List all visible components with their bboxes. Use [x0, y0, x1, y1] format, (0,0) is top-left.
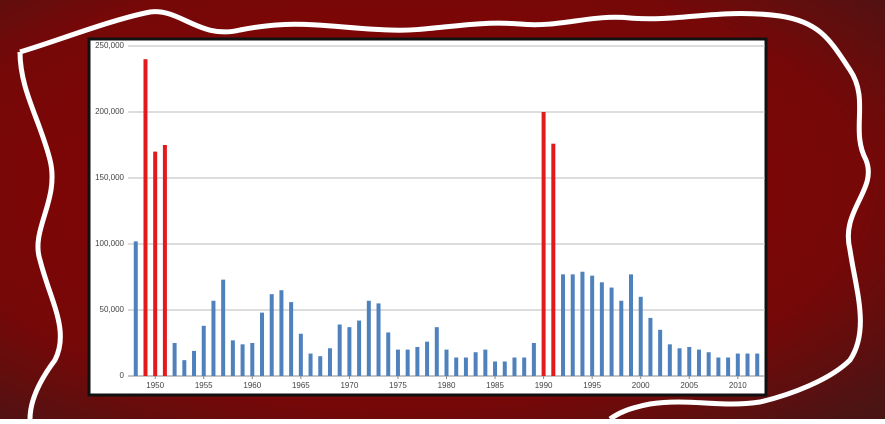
x-tick-label: 1970 — [340, 381, 358, 390]
bar — [493, 361, 498, 376]
bar — [599, 282, 604, 376]
bar — [483, 349, 488, 376]
bar — [696, 349, 701, 376]
x-tick-label: 2010 — [729, 381, 747, 390]
bar — [143, 59, 148, 376]
bar — [735, 353, 740, 376]
bar — [337, 324, 342, 376]
x-tick-label: 2000 — [632, 381, 650, 390]
bar — [706, 352, 711, 376]
y-tick-label: 200,000 — [95, 107, 124, 116]
bar — [162, 145, 167, 376]
bar — [648, 317, 653, 376]
x-tick-label: 1950 — [146, 381, 164, 390]
bar — [502, 361, 507, 376]
bar — [590, 275, 595, 376]
bar — [133, 241, 138, 376]
x-tick-label: 1965 — [292, 381, 310, 390]
bar — [434, 327, 439, 376]
bar — [357, 320, 362, 376]
y-tick-label: 0 — [120, 371, 125, 380]
bar — [570, 274, 575, 376]
decorative-outline — [17, 9, 871, 422]
bar — [619, 300, 624, 376]
chart-frame — [87, 37, 768, 397]
bar — [386, 332, 391, 376]
bar — [279, 290, 284, 376]
x-tick-label: 1980 — [438, 381, 456, 390]
bar — [473, 352, 478, 376]
bar — [677, 348, 682, 376]
bar — [541, 112, 546, 376]
bar — [415, 346, 420, 376]
bar — [755, 353, 760, 376]
bar — [444, 349, 449, 376]
bar — [221, 279, 226, 376]
bar — [376, 303, 381, 376]
x-tick-label: 1975 — [389, 381, 407, 390]
bar — [454, 357, 459, 376]
bar — [667, 344, 672, 376]
y-tick-label: 100,000 — [95, 239, 124, 248]
bar — [192, 350, 197, 376]
x-tick-label: 1955 — [195, 381, 213, 390]
bar — [298, 333, 303, 376]
bar — [201, 325, 206, 376]
bar — [230, 340, 235, 376]
x-tick-label: 2005 — [680, 381, 698, 390]
bar — [240, 344, 245, 376]
plot: 0 50,000 100,000 150,000 200,000 250,000 1950 1… — [95, 41, 765, 390]
x-tick-label: 1990 — [535, 381, 553, 390]
bar — [182, 360, 187, 376]
bar — [153, 151, 158, 376]
bar — [172, 343, 177, 376]
bar — [347, 327, 352, 376]
x-tick-label: 1960 — [243, 381, 261, 390]
bar — [687, 346, 692, 376]
bar — [250, 343, 255, 376]
bar — [531, 343, 536, 376]
bar — [561, 274, 566, 376]
bar — [327, 348, 332, 376]
bar — [405, 349, 410, 376]
bar — [395, 349, 400, 376]
bar — [269, 294, 274, 376]
bar — [745, 353, 750, 376]
bar — [366, 300, 371, 376]
bar — [512, 357, 517, 376]
bar — [638, 296, 643, 376]
bar — [260, 312, 265, 376]
bar — [308, 353, 313, 376]
x-tick-label: 1995 — [583, 381, 601, 390]
bar — [463, 357, 468, 376]
y-tick-label: 150,000 — [95, 173, 124, 182]
y-tick-label: 250,000 — [95, 41, 124, 50]
x-tick-label: 1985 — [486, 381, 504, 390]
bar — [716, 357, 721, 376]
bar — [551, 143, 556, 376]
bar — [211, 300, 216, 376]
bar — [609, 287, 614, 376]
bar — [580, 271, 585, 376]
y-tick-label: 50,000 — [100, 305, 125, 314]
bar — [628, 274, 633, 376]
bar — [318, 356, 323, 376]
bar — [726, 357, 731, 376]
bar — [289, 302, 294, 376]
bar — [425, 341, 430, 376]
bar — [658, 329, 663, 376]
bar — [522, 357, 527, 376]
